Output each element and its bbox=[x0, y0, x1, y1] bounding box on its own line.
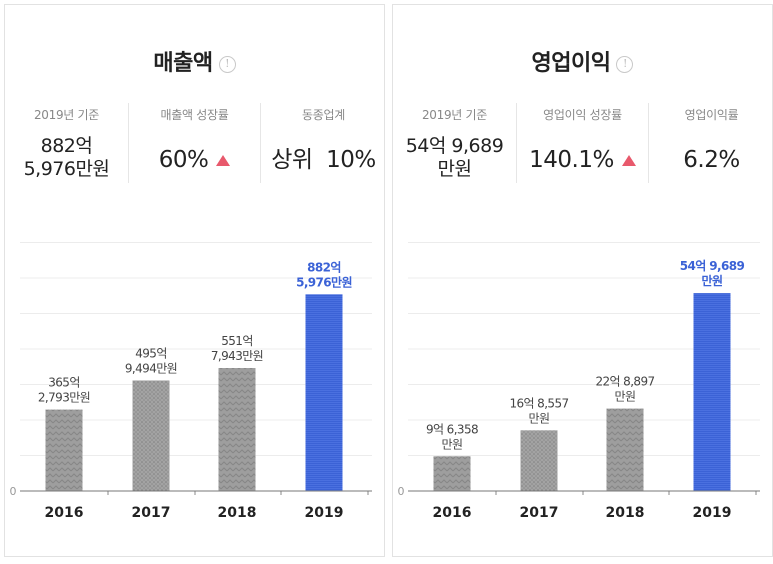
stats-row: 2019년 기준 882억 5,976만원 매출액 성장률 60% 동종업계 상위… bbox=[5, 103, 384, 189]
stat-value-wrap: 140.1% bbox=[517, 146, 648, 174]
stat-label: 매출액 성장률 bbox=[160, 108, 229, 122]
bar-2016[interactable] bbox=[45, 409, 83, 491]
up-arrow-icon bbox=[621, 155, 636, 166]
x-tick-label-2017: 2017 bbox=[132, 505, 171, 521]
stat-value: 882억 5,976만원 bbox=[23, 135, 110, 180]
operating-profit-panel: 영업이익! 2019년 기준 54억 9,689 만원 영업이익 성장률 140.… bbox=[392, 4, 773, 557]
bar-2018[interactable] bbox=[606, 408, 644, 491]
info-icon[interactable]: ! bbox=[616, 56, 634, 73]
bar-2017[interactable] bbox=[520, 430, 558, 491]
data-label-2017: 16억 8,557 만원 bbox=[509, 396, 568, 425]
bar-2018[interactable] bbox=[218, 368, 256, 491]
stat-label: 영업이익 성장률 bbox=[543, 108, 622, 122]
panel-title-text: 매출액 bbox=[153, 51, 213, 76]
bar-2017[interactable] bbox=[132, 380, 170, 491]
stat-growth-rate: 매출액 성장률 60% bbox=[128, 103, 260, 183]
stats-row: 2019년 기준 54억 9,689 만원 영업이익 성장률 140.1% 영업이… bbox=[393, 103, 772, 189]
stat-value: 54억 9,689 만원 bbox=[405, 135, 504, 180]
operating-profit-bar-chart: 0 9억 6,358 만원 2016 16억 8,557 만원 2017 22억 8,897 만… bbox=[398, 242, 760, 521]
panel-title-text: 영업이익 bbox=[531, 51, 611, 76]
stat-label: 동종업계 bbox=[302, 108, 345, 122]
data-label-2018: 22억 8,897 만원 bbox=[595, 375, 654, 404]
x-tick-label-2017: 2017 bbox=[520, 505, 559, 521]
stat-growth-rate: 영업이익 성장률 140.1% bbox=[516, 103, 648, 183]
stat-base-year: 2019년 기준 54억 9,689 만원 bbox=[393, 103, 516, 183]
stat-value: 상위 10% bbox=[271, 147, 376, 173]
y-tick-label: 0 bbox=[10, 485, 17, 498]
x-tick-label-2018: 2018 bbox=[606, 505, 645, 521]
data-label-2016: 365억 2,793만원 bbox=[38, 376, 90, 405]
stat-value: 6.2% bbox=[683, 147, 740, 173]
bar-2019[interactable] bbox=[305, 294, 343, 491]
data-label-2016: 9억 6,358 만원 bbox=[426, 422, 478, 451]
panel-title: 영업이익! bbox=[393, 45, 772, 77]
revenue-panel: 매출액! 2019년 기준 882억 5,976만원 매출액 성장률 60% 동종… bbox=[4, 4, 385, 557]
x-tick-label-2019: 2019 bbox=[693, 505, 732, 521]
x-tick-label-2016: 2016 bbox=[433, 505, 472, 521]
stat-industry-rank: 동종업계 상위 10% bbox=[260, 103, 386, 183]
stat-label: 2019년 기준 bbox=[421, 108, 488, 122]
revenue-bar-chart: 0 365억 2,793만원 2016 495억 9,494만원 2017 551억 7,943… bbox=[10, 242, 372, 521]
x-tick-label-2019: 2019 bbox=[305, 505, 344, 521]
bar-2019[interactable] bbox=[693, 293, 731, 491]
data-label-2019: 54억 9,689 만원 bbox=[680, 259, 745, 288]
data-label-2019: 882억 5,976만원 bbox=[296, 260, 352, 289]
stat-label: 2019년 기준 bbox=[33, 108, 100, 122]
x-tick-label-2016: 2016 bbox=[45, 505, 84, 521]
stat-value: 140.1% bbox=[529, 147, 614, 173]
data-label-2017: 495억 9,494만원 bbox=[125, 346, 177, 375]
y-tick-label: 0 bbox=[398, 485, 405, 498]
data-label-2018: 551억 7,943만원 bbox=[211, 334, 263, 363]
up-arrow-icon bbox=[216, 155, 231, 166]
panel-title: 매출액! bbox=[5, 45, 384, 77]
stat-value: 60% bbox=[158, 147, 209, 173]
stat-margin: 영업이익률 6.2% bbox=[648, 103, 773, 183]
stat-base-year: 2019년 기준 882억 5,976만원 bbox=[5, 103, 128, 183]
info-icon[interactable]: ! bbox=[218, 56, 236, 73]
bar-2016[interactable] bbox=[433, 456, 471, 491]
stat-label: 영업이익률 bbox=[684, 108, 739, 122]
stat-value-wrap: 60% bbox=[129, 146, 260, 174]
x-tick-label-2018: 2018 bbox=[218, 505, 257, 521]
